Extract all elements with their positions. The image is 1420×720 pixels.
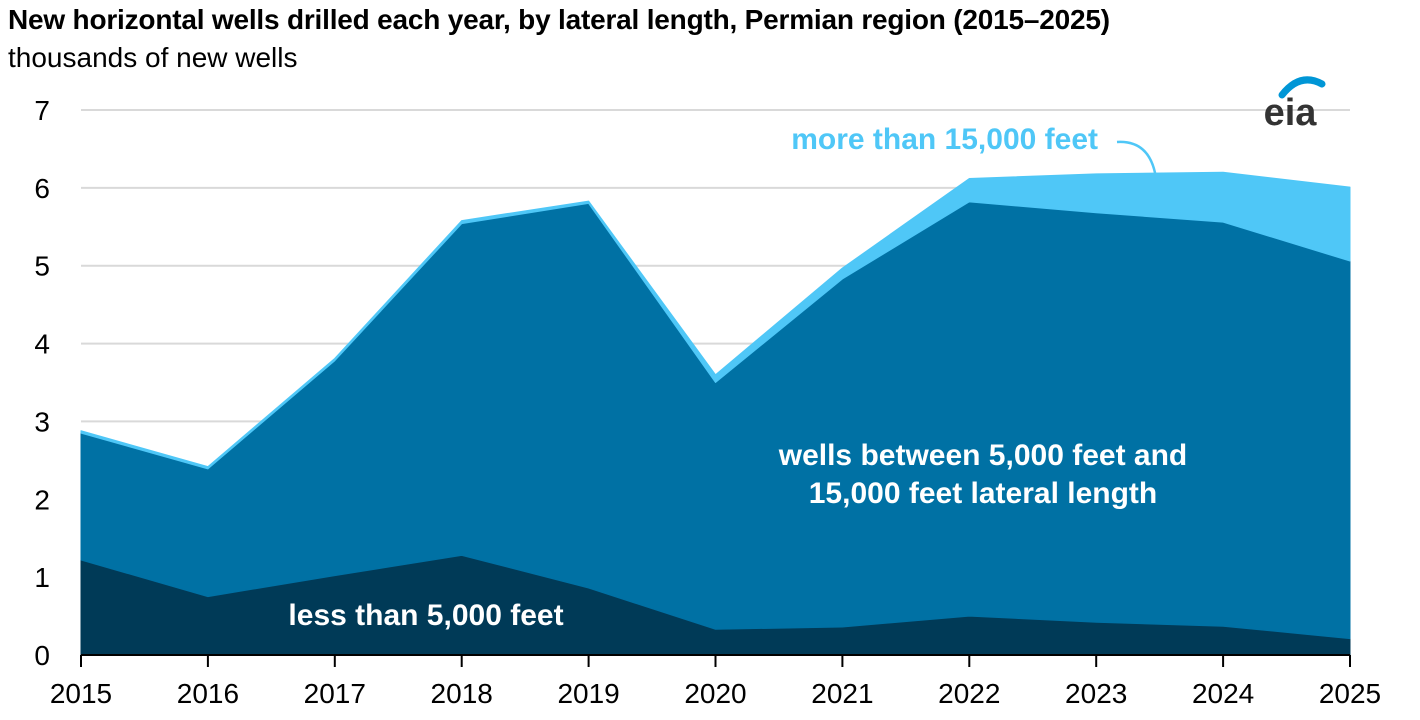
x-tick-label: 2016 (177, 678, 239, 709)
chart-subtitle: thousands of new wells (8, 42, 298, 73)
x-tick-label: 2017 (304, 678, 366, 709)
x-tick-labels: 2015 2016 2017 2018 2019 2020 2021 2022 2023 2024… (50, 678, 1381, 709)
y-tick-labels: 0 1 2 3 4 5 6 7 (34, 95, 50, 671)
x-tick-label: 2023 (1065, 678, 1127, 709)
chart-title: New horizontal wells drilled each year, … (8, 4, 1110, 35)
y-tick-label: 6 (34, 173, 50, 204)
x-tick-label: 2019 (557, 678, 619, 709)
x-tick-label: 2018 (431, 678, 493, 709)
x-tick-label: 2022 (938, 678, 1000, 709)
label-less-than-5000: less than 5,000 feet (288, 599, 563, 632)
y-tick-label: 0 (34, 640, 50, 671)
x-tick-label: 2025 (1319, 678, 1381, 709)
x-tick-label: 2021 (811, 678, 873, 709)
y-tick-label: 7 (34, 95, 50, 126)
y-tick-label: 1 (34, 562, 50, 593)
area-series (80, 171, 1351, 656)
y-tick-label: 5 (34, 251, 50, 282)
eia-logo-swoosh-icon (1278, 76, 1326, 99)
x-tick-label: 2024 (1192, 678, 1254, 709)
eia-logo: eia (1264, 76, 1326, 134)
eia-logo-text: eia (1264, 92, 1318, 134)
area-more-than-15000 (80, 171, 1351, 470)
label-more-than-15000-leader-line (1116, 140, 1158, 179)
axes (80, 654, 1351, 667)
label-between-line1: wells between 5,000 feet and (778, 439, 1188, 472)
x-tick-label: 2020 (684, 678, 746, 709)
area-between-5000-15000 (80, 201, 1351, 640)
label-more-than-15000: more than 15,000 feet (791, 123, 1098, 156)
y-tick-label: 4 (34, 329, 50, 360)
y-tick-label: 2 (34, 484, 50, 515)
x-tick-label: 2015 (50, 678, 112, 709)
label-between-line2: 15,000 feet lateral length (809, 477, 1158, 510)
y-tick-label: 3 (34, 406, 50, 437)
